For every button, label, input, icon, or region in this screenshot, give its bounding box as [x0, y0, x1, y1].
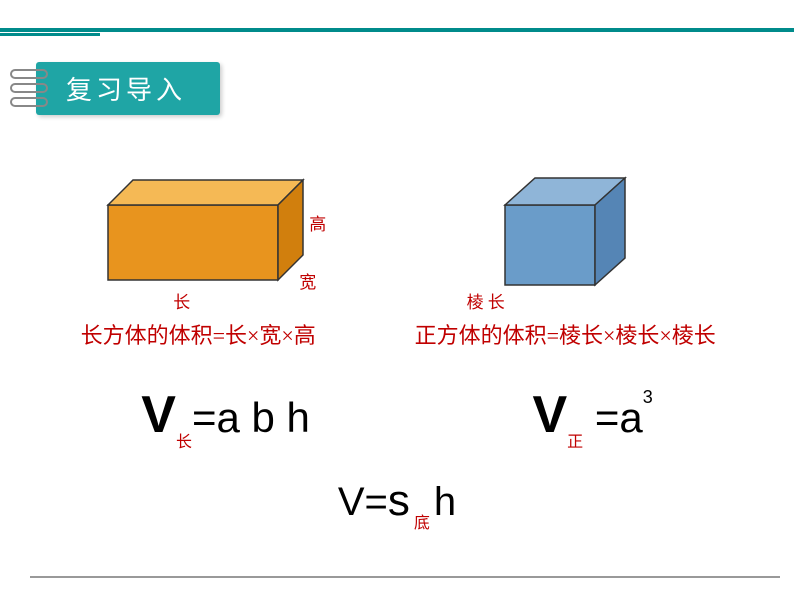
v-symbol: V [141, 386, 176, 444]
general-h: h [434, 480, 456, 524]
top-rule-line-short [0, 33, 100, 36]
cuboid-column: 高 宽 长 长方体的体积=长×宽×高 [78, 160, 318, 350]
content-area: 高 宽 长 长方体的体积=长×宽×高 棱 长 正方体的体积=棱长×棱长×棱长 V… [0, 160, 794, 529]
title-tab: 复习导入 [10, 62, 220, 115]
cuboid-volume-formula: V长=a b h [141, 385, 310, 446]
cube-shape [480, 160, 650, 300]
cube-exponent: 3 [643, 387, 653, 407]
general-prefix: V= [338, 480, 388, 524]
title-text: 复习导入 [36, 62, 220, 115]
general-s: s [388, 476, 410, 525]
formulas-row: V长=a b h V正 =a3 [0, 385, 794, 446]
general-subscript: 底 [410, 515, 434, 532]
cube-volume-formula: V正 =a3 [532, 385, 652, 446]
cuboid-length-label: 长 [173, 288, 190, 313]
cube-column: 棱 长 正方体的体积=棱长×棱长×棱长 [415, 160, 716, 350]
v-symbol-cube: V [532, 386, 567, 444]
cuboid-height-label: 高 [309, 210, 326, 235]
cube-formula-text: 正方体的体积=棱长×棱长×棱长 [415, 318, 716, 350]
cube-edge-label: 棱 长 [467, 288, 505, 313]
bottom-rule-line [30, 576, 780, 578]
cuboid-formula-text: 长方体的体积=长×宽×高 [81, 318, 316, 350]
spiral-binding-icon [10, 65, 54, 113]
cuboid-width-label: 宽 [299, 268, 316, 293]
cuboid-subscript: 长 [176, 434, 192, 451]
shapes-row: 高 宽 长 长方体的体积=长×宽×高 棱 长 正方体的体积=棱长×棱长×棱长 [0, 160, 794, 350]
cuboid-shape [78, 160, 318, 300]
top-rule-line [0, 28, 794, 32]
general-volume-formula: V=s 底 h [0, 476, 794, 529]
cube-eq: =a [583, 394, 643, 441]
cuboid-eq: =a b h [192, 394, 310, 441]
cube-subscript: 正 [567, 434, 583, 451]
